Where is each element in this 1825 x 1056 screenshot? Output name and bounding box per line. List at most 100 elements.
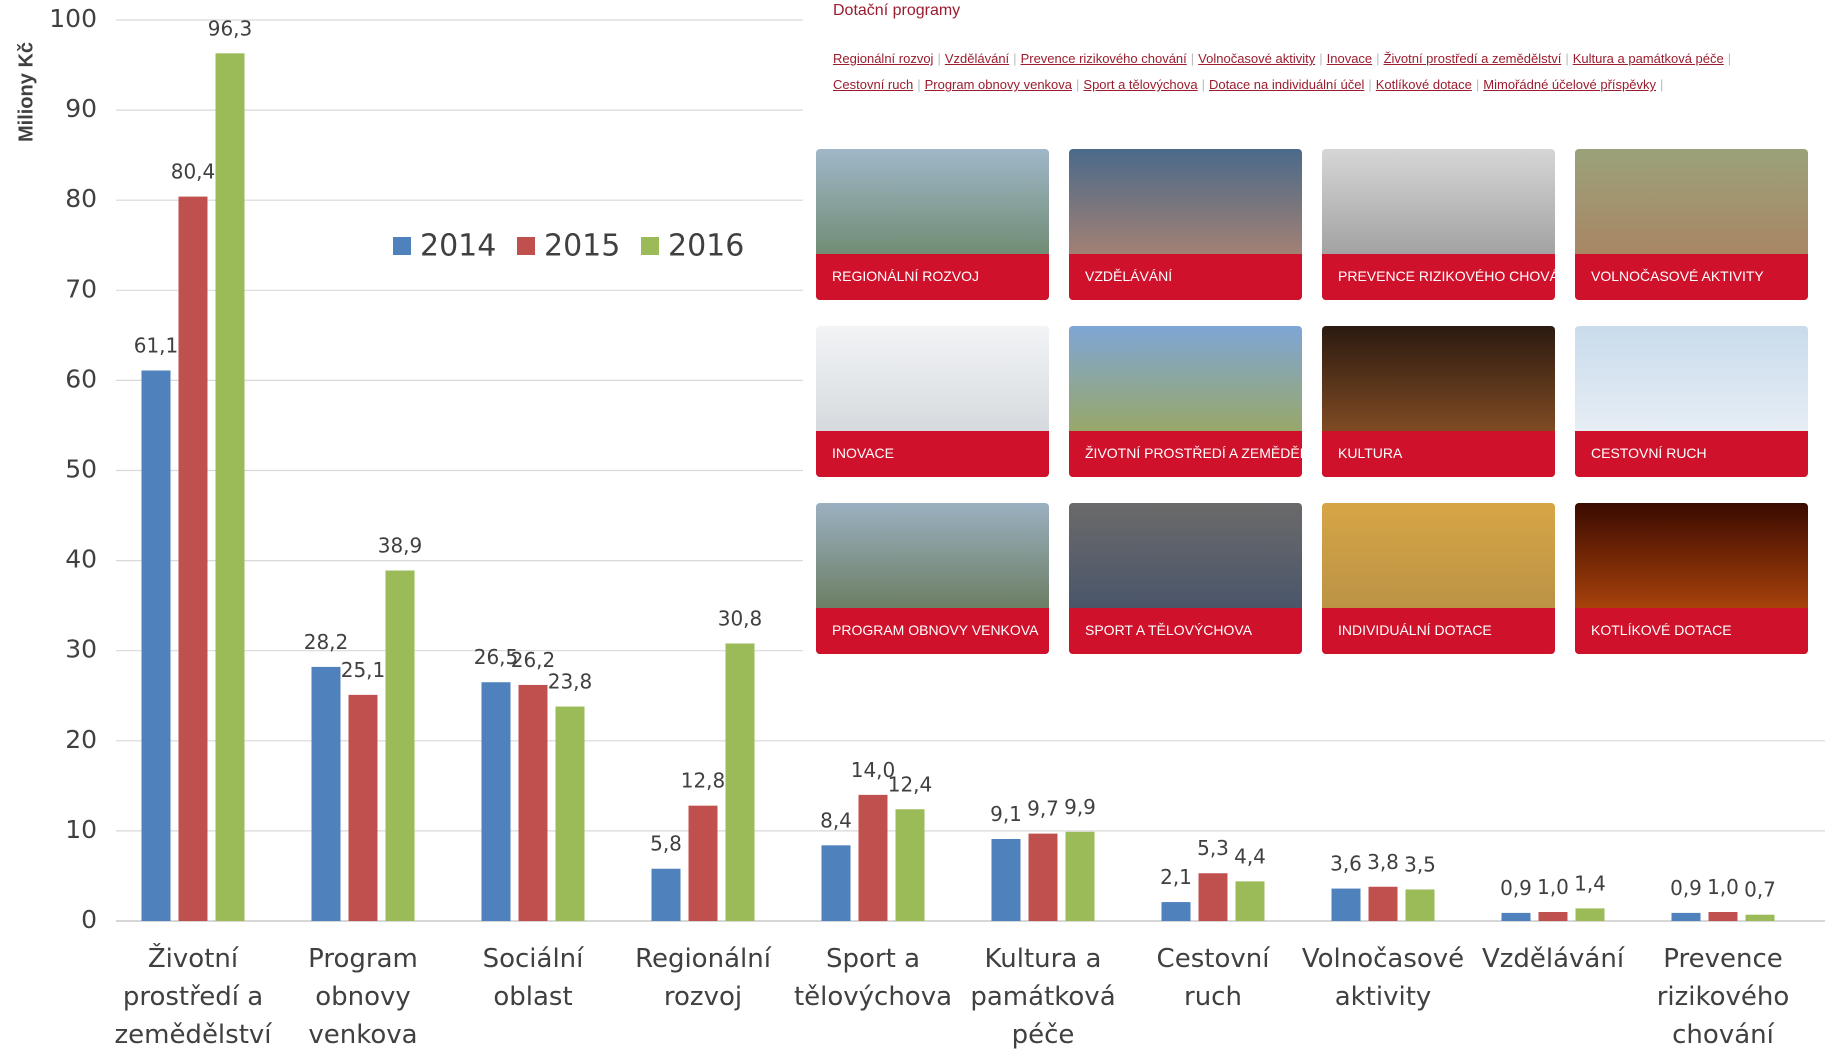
data-label: 1,0 — [1707, 875, 1739, 899]
y-tick-label: 30 — [65, 635, 97, 664]
data-label: 0,9 — [1500, 876, 1532, 900]
link[interactable]: Cestovní ruch — [833, 77, 921, 92]
tile[interactable]: VZDĚLÁVÁNÍ — [1069, 149, 1302, 300]
data-label: 26,5 — [474, 645, 519, 669]
bar — [821, 845, 851, 921]
link[interactable]: Regionální rozvoj — [833, 51, 941, 66]
tile[interactable]: INOVACE — [816, 326, 1049, 477]
bar — [518, 684, 548, 921]
bar — [1065, 831, 1095, 921]
bar — [481, 682, 511, 921]
data-label: 0,9 — [1670, 876, 1702, 900]
panel-title: Dotační programy — [833, 2, 961, 19]
tile[interactable]: PREVENCE RIZIKOVÉHO CHOVÁNÍ — [1322, 149, 1555, 300]
bar — [991, 839, 1021, 921]
tile[interactable]: REGIONÁLNÍ ROZVOJ — [816, 149, 1049, 300]
link[interactable]: Mimořádné účelové příspěvky — [1483, 77, 1663, 92]
tile[interactable]: KOTLÍKOVÉ DOTACE — [1575, 503, 1808, 654]
bar — [1198, 873, 1228, 921]
link-list: Regionální rozvoj Vzdělávání Prevence rizi… — [833, 46, 1783, 98]
bar — [1575, 908, 1605, 921]
tile-label: PREVENCE RIZIKOVÉHO CHOVÁNÍ — [1322, 254, 1555, 300]
x-tick-label: Vzdělávání — [1481, 944, 1625, 974]
tile-label: VZDĚLÁVÁNÍ — [1069, 254, 1302, 300]
y-tick-label: 90 — [65, 94, 97, 123]
tile[interactable]: INDIVIDUÁLNÍ DOTACE — [1322, 503, 1555, 654]
tile[interactable]: SPORT A TĚLOVÝCHOVA — [1069, 503, 1302, 654]
y-tick-label: 50 — [65, 455, 97, 484]
data-label: 28,2 — [304, 630, 349, 654]
bar — [1671, 912, 1701, 921]
x-tick-label: Cestovní ruch — [1156, 944, 1270, 1012]
tile-label: INOVACE — [816, 431, 1049, 477]
data-label: 5,3 — [1197, 836, 1229, 860]
bar — [895, 809, 925, 921]
data-label: 14,0 — [851, 758, 896, 782]
legend-label: 2014 — [420, 229, 496, 264]
y-tick-label: 20 — [65, 725, 97, 754]
link[interactable]: Kultura a památková péče — [1573, 51, 1731, 66]
tile-label: PROGRAM OBNOVY VENKOVA — [816, 608, 1049, 654]
link[interactable]: Sport a tělovýchova — [1083, 77, 1205, 92]
link[interactable]: Volnočasové aktivity — [1198, 51, 1322, 66]
link[interactable]: Dotace na individuální účel — [1209, 77, 1372, 92]
tile[interactable]: VOLNOČASOVÉ AKTIVITY — [1575, 149, 1808, 300]
bar — [555, 706, 585, 921]
legend-swatch — [393, 237, 411, 255]
data-label: 30,8 — [718, 606, 763, 630]
bar — [1501, 912, 1531, 921]
data-label: 96,3 — [208, 16, 253, 40]
y-tick-label: 100 — [49, 4, 97, 33]
x-tick-label: Sport a tělovýchova — [793, 944, 953, 1012]
bar — [651, 868, 681, 921]
y-tick-label: 60 — [65, 364, 97, 393]
tile[interactable]: PROGRAM OBNOVY VENKOVA — [816, 503, 1049, 654]
data-label: 3,5 — [1404, 852, 1436, 876]
data-label: 38,9 — [378, 534, 423, 558]
data-label: 1,0 — [1537, 875, 1569, 899]
tile-label: SPORT A TĚLOVÝCHOVA — [1069, 608, 1302, 654]
tile[interactable]: CESTOVNÍ RUCH — [1575, 326, 1808, 477]
bar — [1745, 914, 1775, 921]
tile-label: KULTURA — [1322, 431, 1555, 477]
link[interactable]: Kotlíkové dotace — [1376, 77, 1480, 92]
data-label: 4,4 — [1234, 844, 1266, 868]
data-label: 8,4 — [820, 808, 852, 832]
x-tick-label: Program obnovy venkova — [308, 944, 418, 1050]
bar — [385, 570, 415, 921]
link[interactable]: Vzdělávání — [945, 51, 1017, 66]
x-tick-label: Kultura a památková péče — [970, 944, 1116, 1050]
tile[interactable]: KULTURA — [1322, 326, 1555, 477]
data-label: 1,4 — [1574, 871, 1606, 895]
bar — [178, 196, 208, 921]
bar — [1235, 881, 1265, 921]
bar — [215, 53, 245, 922]
data-label: 61,1 — [134, 333, 179, 357]
y-tick-label: 70 — [65, 274, 97, 303]
y-tick-label: 0 — [81, 905, 97, 934]
data-label: 12,4 — [888, 772, 933, 796]
link[interactable]: Program obnovy venkova — [925, 77, 1080, 92]
tile-label: VOLNOČASOVÉ AKTIVITY — [1575, 254, 1808, 300]
data-label: 5,8 — [650, 832, 682, 856]
legend-label: 2015 — [544, 229, 620, 264]
y-axis-title: Miliony Kč — [15, 42, 37, 142]
link[interactable]: Životní prostředí a zemědělství — [1384, 51, 1569, 66]
tile-label: INDIVIDUÁLNÍ DOTACE — [1322, 608, 1555, 654]
x-tick-label: Životní prostředí a zemědělství — [114, 944, 272, 1050]
link[interactable]: Inovace — [1327, 51, 1380, 66]
data-label: 0,7 — [1744, 878, 1776, 902]
data-label: 23,8 — [548, 670, 593, 694]
tile-label: ŽIVOTNÍ PROSTŘEDÍ A ZEMĚDĚLSTVÍ — [1069, 431, 1302, 477]
x-tick-label: Regionální rozvoj — [635, 944, 771, 1012]
tile[interactable]: ŽIVOTNÍ PROSTŘEDÍ A ZEMĚDĚLSTVÍ — [1069, 326, 1302, 477]
bar — [1028, 833, 1058, 921]
bar — [688, 805, 718, 921]
data-label: 3,6 — [1330, 852, 1362, 876]
bar — [1368, 886, 1398, 921]
link[interactable]: Prevence rizikového chování — [1021, 51, 1195, 66]
web-panel: Dotační programy Regionální rozvoj Vzdělá… — [803, 0, 1825, 665]
bar — [1161, 902, 1191, 921]
